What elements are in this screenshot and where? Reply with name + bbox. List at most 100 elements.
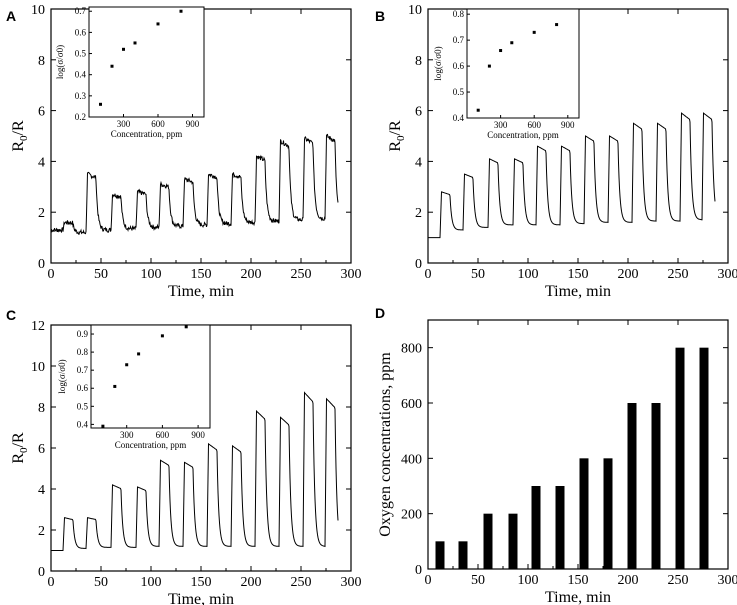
bar (483, 513, 493, 569)
x-tick-label: 0 (48, 267, 55, 282)
bar (435, 541, 445, 569)
x-axis-label: Time, min (545, 589, 611, 605)
y-tick-label: 0 (38, 257, 45, 272)
inset-chart: 300 600 900 0.2 0.3 0.4 0.5 0.6 0.7 Concentration… (55, 6, 205, 139)
y-axis-label-main: R (387, 141, 404, 152)
inset-data-point (510, 41, 514, 45)
y-tick-label: 600 (401, 397, 422, 412)
x-tick-label: 250 (668, 573, 689, 588)
inset-x-tick-label: 300 (117, 119, 131, 129)
inset-x-axis-label: Concentration, ppm (115, 440, 187, 450)
y-tick-label: 800 (401, 342, 422, 357)
y-axis-label-main: R (10, 141, 27, 152)
inset-y-axis-label: log(σ/σ0) (433, 46, 443, 80)
inset-data-point (101, 424, 105, 428)
y-axis-label-rest: /R (10, 432, 27, 447)
y-tick-label: 4 (38, 483, 45, 498)
inset-x-tick-label: 900 (561, 120, 575, 130)
x-tick-label: 100 (518, 267, 539, 282)
y-tick-label: 0 (38, 565, 45, 580)
inset-y-tick-label: 0.5 (453, 87, 465, 97)
inset-y-tick-label: 0.9 (77, 329, 89, 339)
x-tick-label: 150 (191, 267, 212, 282)
inset-x-tick-label: 300 (494, 120, 508, 130)
inset-x-axis-label: Concentration, ppm (111, 129, 183, 139)
y-tick-label: 12 (31, 319, 45, 334)
x-tick-label: 100 (518, 573, 539, 588)
x-tick-label: 200 (618, 267, 639, 282)
inset-chart: 300 600 900 0.4 0.5 0.6 0.7 0.8 Concentration, p… (433, 8, 580, 140)
bar (579, 458, 589, 569)
x-tick-label: 300 (341, 267, 362, 282)
y-axis-label: Oxygen concentrations, ppm (377, 352, 394, 537)
y-tick-label: 6 (38, 442, 45, 457)
x-tick-label: 200 (241, 267, 262, 282)
inset-data-point (532, 30, 536, 34)
x-tick-label: 150 (568, 573, 589, 588)
x-tick-label: 250 (291, 575, 312, 590)
panel-letter: D (375, 305, 385, 321)
inset-x-tick-label: 600 (527, 120, 541, 130)
inset-data-point (555, 23, 559, 27)
inset-data-point (184, 325, 188, 329)
x-tick-label: 300 (341, 575, 362, 590)
x-tick-label: 0 (425, 267, 432, 282)
inset-chart: 300 600 900 0.4 0.5 0.6 0.7 0.8 0.9 Concentration… (57, 324, 211, 450)
inset-data-point (476, 108, 480, 112)
inset-y-tick-label: 0.4 (453, 113, 465, 123)
inset-y-tick-label: 0.6 (77, 383, 89, 393)
x-tick-label: 150 (568, 267, 589, 282)
inset-x-tick-label: 600 (156, 430, 170, 440)
y-tick-label: 10 (31, 360, 45, 375)
panel-letter: C (6, 307, 16, 323)
x-axis-label: Time, min (545, 283, 611, 300)
bar (675, 347, 685, 569)
inset-data-point (499, 49, 503, 53)
y-tick-label: 400 (401, 452, 422, 467)
bar (699, 347, 709, 569)
inset-x-tick-label: 600 (151, 119, 165, 129)
y-axis-label: R0/R (10, 432, 30, 464)
panel-d: D 0 50 100 150 200 250 300 0 200 400 600 800 Time, mi… (375, 305, 737, 605)
inset-y-tick-label: 0.2 (75, 112, 86, 122)
inset-y-tick-label: 0.7 (75, 6, 87, 16)
y-tick-label: 2 (38, 206, 45, 221)
inset-y-tick-label: 0.6 (75, 27, 87, 37)
x-tick-label: 100 (141, 267, 162, 282)
y-axis-label-subscript: 0 (18, 447, 30, 453)
inset-y-tick-label: 0.8 (77, 347, 89, 357)
inset-y-tick-label: 0.4 (75, 70, 87, 80)
inset-y-tick-label: 0.8 (453, 9, 465, 19)
y-tick-label: 8 (415, 54, 422, 69)
y-axis-label-rest: /R (10, 120, 27, 135)
inset-y-tick-label: 0.4 (77, 419, 89, 429)
y-tick-label: 200 (401, 508, 422, 523)
y-tick-label: 2 (38, 524, 45, 539)
x-axis-label: Time, min (168, 591, 234, 605)
response-series-line (428, 112, 716, 239)
x-tick-label: 300 (718, 267, 737, 282)
x-tick-label: 0 (48, 575, 55, 590)
y-tick-label: 10 (408, 3, 422, 18)
inset-x-tick-label: 300 (120, 430, 134, 440)
inset-y-tick-label: 0.3 (75, 91, 87, 101)
inset-x-tick-label: 900 (191, 430, 205, 440)
y-axis-label: R0/R (10, 120, 30, 152)
y-axis-label-main: R (10, 453, 27, 464)
x-tick-label: 0 (425, 573, 432, 588)
inset-y-tick-label: 0.5 (75, 49, 87, 59)
x-tick-label: 100 (141, 575, 162, 590)
inset-data-point (487, 64, 491, 68)
bar (603, 458, 613, 569)
bar (627, 403, 637, 569)
inset-frame (88, 6, 205, 118)
y-axis-label-rest: /R (387, 120, 404, 135)
x-tick-label: 200 (241, 575, 262, 590)
inset-frame (466, 8, 580, 119)
bar (555, 486, 565, 569)
inset-data-point (99, 102, 102, 106)
y-tick-label: 0 (415, 563, 422, 578)
inset-data-point (125, 363, 129, 367)
inset-y-axis-label: log(σ/σ0) (55, 45, 65, 79)
y-tick-label: 2 (415, 206, 422, 221)
